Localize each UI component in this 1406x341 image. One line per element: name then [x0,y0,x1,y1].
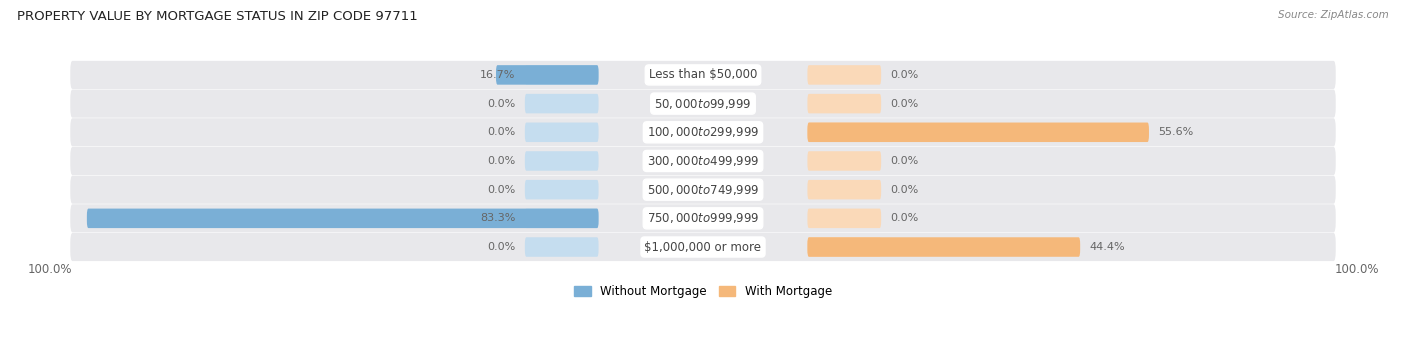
Text: $750,000 to $999,999: $750,000 to $999,999 [647,211,759,225]
Text: $50,000 to $99,999: $50,000 to $99,999 [654,97,752,110]
FancyBboxPatch shape [524,209,599,228]
Text: Less than $50,000: Less than $50,000 [648,69,758,81]
Text: 0.0%: 0.0% [488,127,516,137]
Text: 83.3%: 83.3% [481,213,516,223]
FancyBboxPatch shape [524,122,599,142]
FancyBboxPatch shape [70,147,1336,175]
FancyBboxPatch shape [807,94,882,113]
FancyBboxPatch shape [496,65,599,85]
Text: 0.0%: 0.0% [890,99,918,108]
FancyBboxPatch shape [807,122,1149,142]
FancyBboxPatch shape [807,151,882,171]
Text: PROPERTY VALUE BY MORTGAGE STATUS IN ZIP CODE 97711: PROPERTY VALUE BY MORTGAGE STATUS IN ZIP… [17,10,418,23]
Text: 100.0%: 100.0% [1334,263,1379,276]
Text: 0.0%: 0.0% [890,156,918,166]
FancyBboxPatch shape [524,65,599,85]
Text: Source: ZipAtlas.com: Source: ZipAtlas.com [1278,10,1389,20]
Text: $100,000 to $299,999: $100,000 to $299,999 [647,125,759,139]
FancyBboxPatch shape [524,151,599,171]
FancyBboxPatch shape [807,180,882,199]
FancyBboxPatch shape [70,176,1336,204]
Text: 0.0%: 0.0% [488,99,516,108]
FancyBboxPatch shape [807,209,882,228]
Text: 0.0%: 0.0% [890,185,918,195]
FancyBboxPatch shape [70,90,1336,118]
Text: 0.0%: 0.0% [488,185,516,195]
Text: 100.0%: 100.0% [27,263,72,276]
Text: 16.7%: 16.7% [481,70,516,80]
Text: 0.0%: 0.0% [890,70,918,80]
Text: 0.0%: 0.0% [488,156,516,166]
FancyBboxPatch shape [70,61,1336,89]
FancyBboxPatch shape [807,237,882,257]
Legend: Without Mortgage, With Mortgage: Without Mortgage, With Mortgage [569,280,837,303]
Text: 55.6%: 55.6% [1159,127,1194,137]
FancyBboxPatch shape [70,204,1336,233]
FancyBboxPatch shape [70,233,1336,261]
Text: 44.4%: 44.4% [1090,242,1125,252]
Text: $500,000 to $749,999: $500,000 to $749,999 [647,183,759,197]
Text: $1,000,000 or more: $1,000,000 or more [644,240,762,253]
FancyBboxPatch shape [807,122,882,142]
FancyBboxPatch shape [70,118,1336,146]
FancyBboxPatch shape [524,237,599,257]
FancyBboxPatch shape [524,94,599,113]
Text: 0.0%: 0.0% [890,213,918,223]
Text: $300,000 to $499,999: $300,000 to $499,999 [647,154,759,168]
FancyBboxPatch shape [87,209,599,228]
FancyBboxPatch shape [807,237,1080,257]
FancyBboxPatch shape [524,180,599,199]
Text: 0.0%: 0.0% [488,242,516,252]
FancyBboxPatch shape [807,65,882,85]
